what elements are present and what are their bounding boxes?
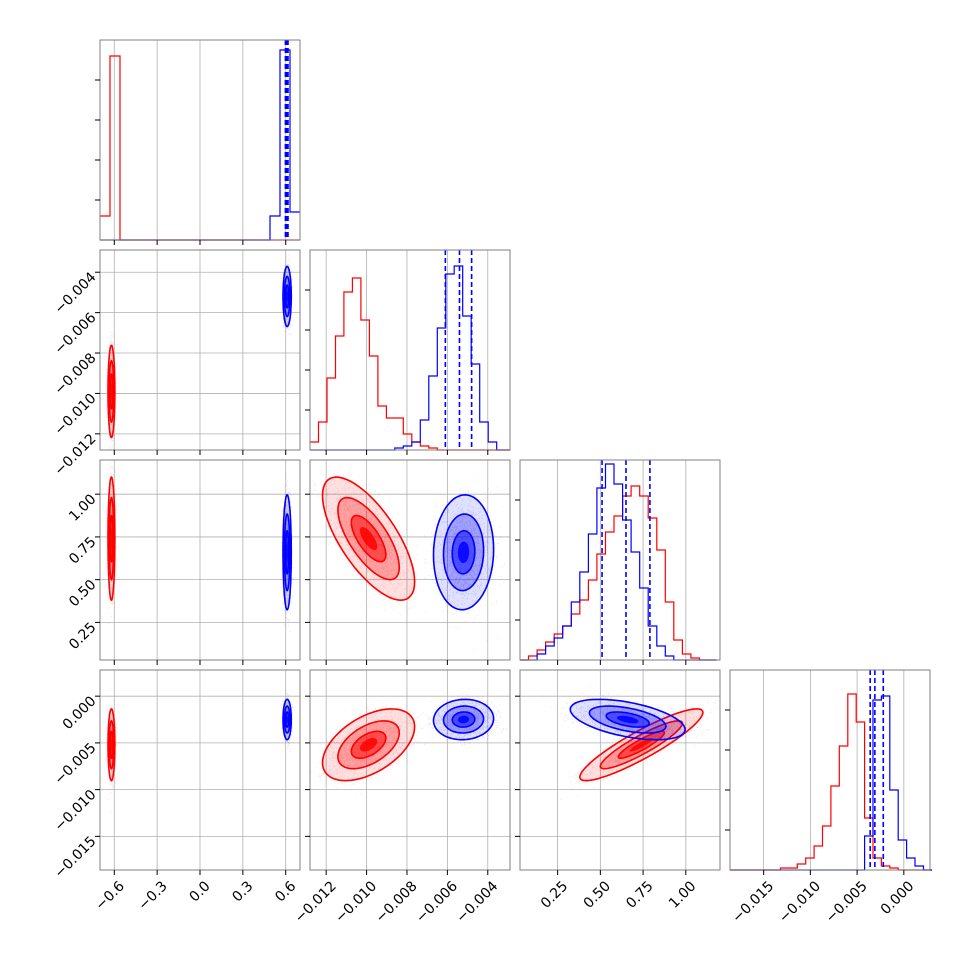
scatter-panel-4-2 <box>305 669 511 875</box>
scatter-panel-4-1 <box>95 669 301 875</box>
density-contour-blue <box>286 715 288 724</box>
density-contour-red <box>629 738 653 752</box>
scatter-panel-2-1 <box>95 249 301 455</box>
x-tick-label: 0.000 <box>878 878 918 918</box>
density-contour-red <box>110 738 113 752</box>
panel-content <box>312 460 506 651</box>
panel-content <box>543 686 718 800</box>
x-tick-label: 0.0 <box>187 878 214 905</box>
panel-content <box>106 688 294 814</box>
density-contour-blue <box>616 715 639 724</box>
histogram-series-blue <box>520 463 717 661</box>
density-contour-blue <box>457 715 470 724</box>
x-tick-label: 0.50 <box>581 878 614 911</box>
panel-frame <box>729 669 931 871</box>
x-tick-label: −0.006 <box>413 878 461 926</box>
x-tick-label: −0.3 <box>135 878 170 913</box>
x-tick-label: −0.008 <box>373 878 421 926</box>
histogram-series-blue <box>730 695 932 871</box>
density-contour-blue <box>286 541 288 564</box>
y-tick-label: −0.005 <box>52 740 100 788</box>
x-tick-label: 0.6 <box>272 878 299 905</box>
density-contour-blue <box>286 290 288 303</box>
scatter-panel-3-2 <box>305 459 511 665</box>
x-tick-label: −0.005 <box>823 878 871 926</box>
histogram-series-blue <box>310 265 510 451</box>
x-tick-label: 0.75 <box>623 878 656 911</box>
x-tick-label: −0.6 <box>93 878 128 913</box>
x-tick-label: −0.010 <box>776 878 824 926</box>
histogram-series-red <box>520 485 717 661</box>
panel-frame <box>309 249 511 451</box>
density-contour-blue <box>457 541 470 564</box>
panel-content <box>106 461 294 632</box>
y-tick-label: 0.25 <box>66 620 99 653</box>
y-tick-label: −0.006 <box>52 310 100 358</box>
panel-frame <box>309 669 511 871</box>
y-tick-label: −0.004 <box>52 269 100 317</box>
x-tick-label: 1.00 <box>666 878 699 911</box>
y-tick-label: −0.015 <box>52 834 100 882</box>
x-tick-label: −0.010 <box>332 878 380 926</box>
panel-frame <box>519 459 721 661</box>
y-tick-label: 0.75 <box>66 534 99 567</box>
tick-labels: −0.6 −0.3 0.0 0.3 0.6−0.012−0.010−0.008−0.00… <box>52 269 918 926</box>
y-tick-label: −0.010 <box>52 391 100 439</box>
histogram-series-red <box>730 693 932 871</box>
density-contour-red <box>359 738 378 752</box>
histogram-panel-2 <box>305 249 511 455</box>
density-contour-red <box>110 527 113 551</box>
panel-content <box>310 688 507 795</box>
x-tick-label: −0.012 <box>292 878 340 926</box>
y-tick-label: 0.000 <box>60 693 100 733</box>
y-tick-label: 0.50 <box>66 577 99 610</box>
y-tick-label: −0.010 <box>52 787 100 835</box>
y-tick-label: −0.008 <box>52 350 100 398</box>
histogram-panel-1 <box>95 39 301 245</box>
x-tick-label: −0.004 <box>453 878 501 926</box>
scatter-panel-4-3 <box>515 669 721 875</box>
density-contour-red <box>110 382 113 401</box>
panel-frame <box>519 669 721 871</box>
histogram-panel-4 <box>725 669 932 875</box>
panel-content <box>105 254 294 450</box>
density-contour-red <box>359 527 378 551</box>
x-tick-label: −0.015 <box>729 878 777 926</box>
histogram-panel-3 <box>515 459 721 665</box>
scatter-panel-3-1 <box>95 459 301 665</box>
x-tick-label: 0.3 <box>229 878 256 905</box>
panel-frame <box>309 459 511 661</box>
y-tick-label: −0.012 <box>52 431 100 479</box>
y-tick-label: 1.00 <box>66 491 99 524</box>
x-tick-label: 0.25 <box>538 878 571 911</box>
